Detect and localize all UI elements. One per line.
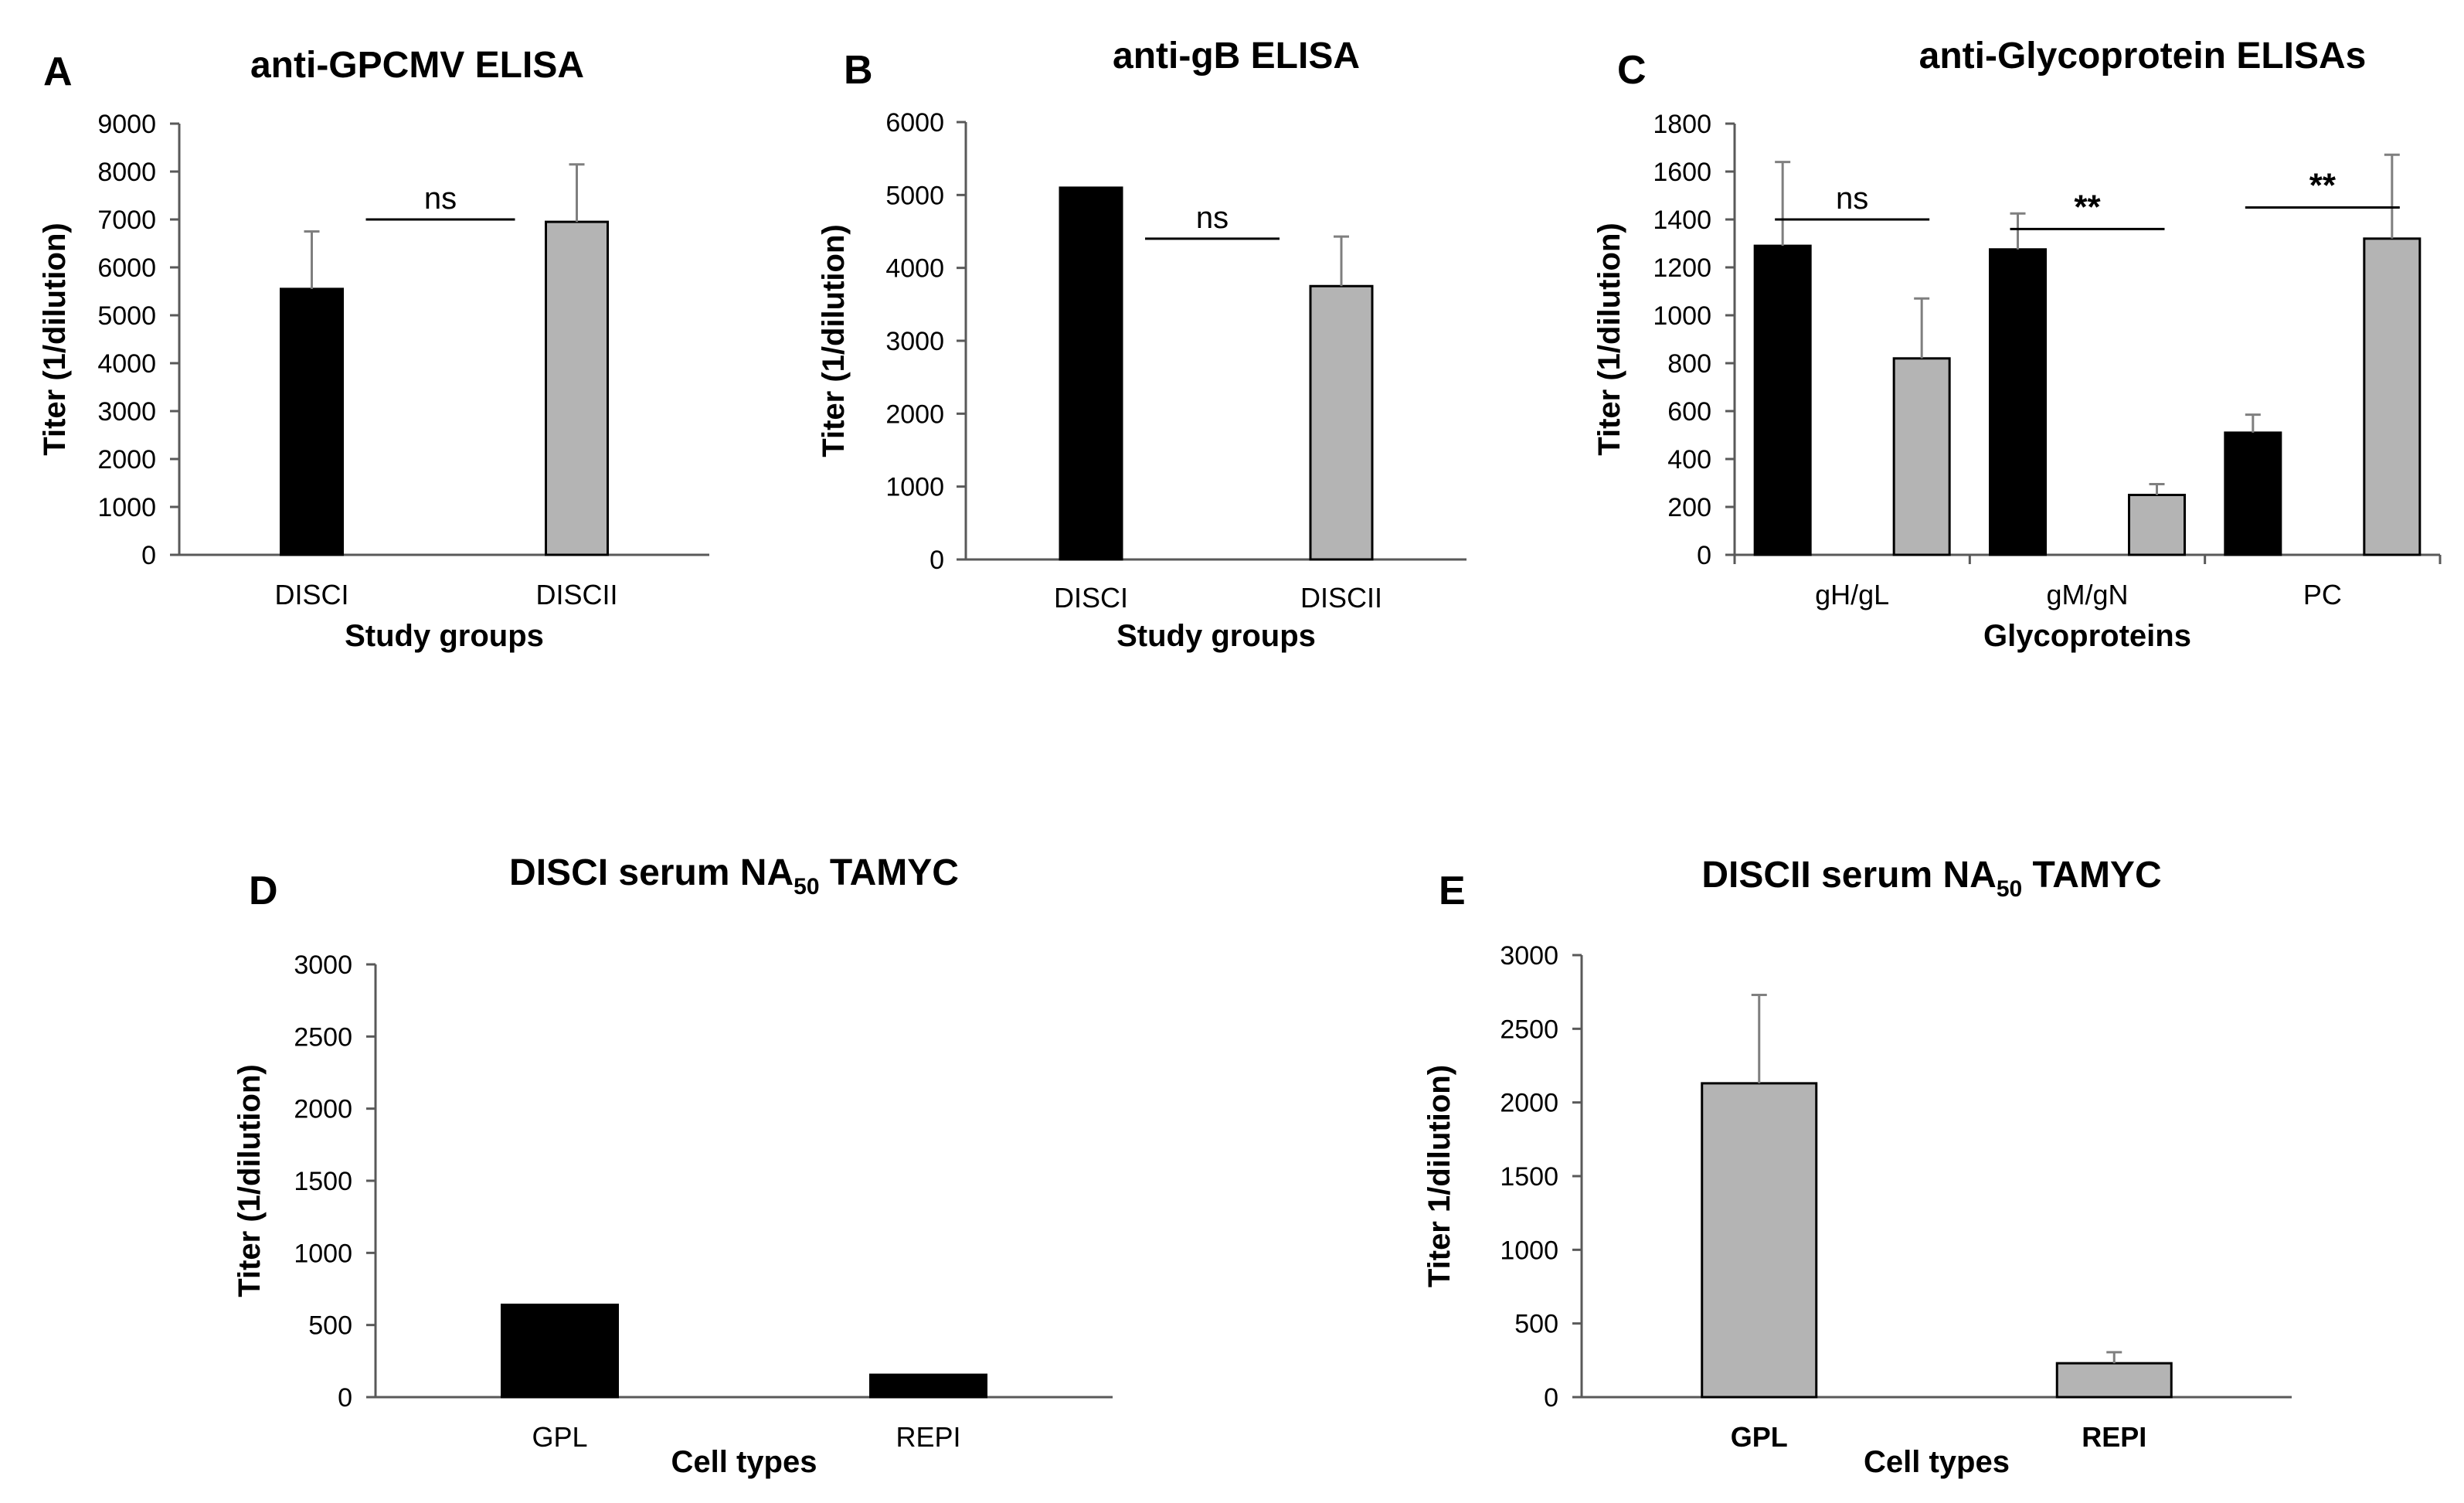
panel-c-category-label: PC [2303, 579, 2342, 610]
panel-e-letter: E [1439, 869, 1466, 913]
panel-c-bar-disci-2 [2224, 431, 2282, 556]
panel-d-category-label: REPI [896, 1421, 960, 1453]
panel-a-bar-0 [280, 287, 344, 556]
panel-b-bar-1 [1309, 284, 1374, 561]
panel-c-y-label: Titer (1/dilution) [1592, 223, 1626, 455]
panel-a-y-tick-label: 4000 [97, 349, 156, 379]
panel-b-letter: B [844, 48, 873, 93]
panel-d-y-tick-label: 1500 [294, 1167, 352, 1196]
panel-c-y-tick-label: 800 [1667, 349, 1711, 379]
panel-b-bar-0 [1059, 186, 1123, 561]
panel-b-category-label: DISCI [1054, 582, 1128, 614]
panel-c-y-tick-label: 1400 [1653, 206, 1711, 235]
panel-a-y-label: Titer (1/dilution) [38, 223, 72, 455]
panel-e-category-label: GPL [1731, 1421, 1788, 1453]
panel-c-y-tick-label: 1000 [1653, 301, 1711, 331]
panel-d: D DISCI serum NA50 TAMYC 0 500 1000 1500 2000 2… [233, 852, 1113, 1479]
panel-d-y-tick-label: 0 [338, 1383, 352, 1413]
panel-a-category-label: DISCI [274, 579, 348, 610]
panel-d-y-tick-label: 500 [308, 1311, 352, 1341]
panel-d-letter: D [249, 869, 278, 913]
panel-a-y-tick-label: 7000 [97, 206, 156, 235]
panel-e-y-tick-label: 1000 [1500, 1236, 1558, 1265]
panel-e-y-tick-label: 2000 [1500, 1089, 1558, 1118]
panel-b-y-tick-label: 2000 [885, 400, 944, 429]
panel-c-x-label: Glycoproteins [1983, 619, 2191, 653]
panel-c-category-label: gM/gN [2046, 579, 2128, 610]
panel-d-y-tick-label: 2500 [294, 1022, 352, 1052]
panel-c-significance-label-2: ** [2309, 167, 2337, 205]
panel-b-x-label: Study groups [1116, 619, 1316, 653]
panel-d-category-label: GPL [532, 1421, 587, 1453]
panel-e-y-tick-label: 0 [1544, 1383, 1558, 1413]
panel-e-y-tick-label: 3000 [1500, 941, 1558, 971]
panel-c-significance-label-0: ns [1836, 182, 1868, 216]
panel-c-bar-disci-1 [1989, 248, 2047, 556]
panel-a-y-tick-label: 2000 [97, 445, 156, 474]
panel-a-category-label: DISCII [535, 579, 617, 610]
panel-d-y-tick-label: 3000 [294, 950, 352, 980]
panel-e-y-tick-label: 1500 [1500, 1162, 1558, 1192]
panel-c-significance-label-1: ** [2074, 188, 2101, 226]
panel-b-y-tick-label: 6000 [885, 108, 944, 138]
panel-d-x-label: Cell types [671, 1445, 817, 1479]
panel-c-title: anti-Glycoprotein ELISAs [1919, 36, 2367, 77]
panel-d-y-label: Titer (1/dilution) [233, 1064, 267, 1297]
panel-e-bar-0 [1701, 1082, 1818, 1399]
panel-a-y-tick-label: 8000 [97, 158, 156, 187]
panel-a-letter: A [43, 49, 73, 94]
panel-c-bar-discii-0 [1892, 357, 1951, 556]
panel-d-bar-0 [501, 1304, 619, 1399]
panel-a-y-tick-label: 1000 [97, 493, 156, 522]
panel-e-title: DISCII serum NA50 TAMYC [1701, 855, 2161, 902]
panel-e-y-tick-label: 2500 [1500, 1015, 1558, 1044]
panel-b-y-tick-label: 3000 [885, 327, 944, 356]
panel-c-category-label: gH/gL [1815, 579, 1889, 610]
panel-c-bar-disci-0 [1753, 244, 1812, 556]
panel-c-letter: C [1617, 48, 1647, 93]
panel-a-significance-label-0: ns [424, 182, 457, 216]
panel-b-significance-label-0: ns [1196, 201, 1229, 235]
panel-d-title: DISCI serum NA50 TAMYC [509, 852, 959, 899]
panel-c-y-tick-label: 200 [1667, 493, 1711, 522]
panel-a-y-tick-label: 5000 [97, 301, 156, 331]
panel-b-category-label: DISCII [1300, 582, 1382, 614]
panel-c-y-tick-label: 400 [1667, 445, 1711, 474]
panel-e-category-label: REPI [2082, 1421, 2146, 1453]
panel-d-bar-1 [869, 1373, 987, 1399]
panel-a-bar-1 [545, 220, 609, 556]
panel-b-y-tick-label: 0 [930, 546, 944, 575]
panel-a-y-tick-label: 6000 [97, 253, 156, 283]
panel-b-y-tick-label: 4000 [885, 254, 944, 284]
panel-c-y-tick-label: 600 [1667, 397, 1711, 427]
panel-c-y-tick-label: 1200 [1653, 253, 1711, 283]
panel-c-y-tick-label: 1800 [1653, 110, 1711, 139]
panel-b-y-label: Titer (1/dilution) [817, 224, 851, 457]
panel-a-y-tick-label: 0 [141, 541, 156, 570]
panel-a-y-tick-label: 3000 [97, 397, 156, 427]
panel-c-y-tick-label: 0 [1697, 541, 1711, 570]
panel-b-title: anti-gB ELISA [1113, 36, 1360, 77]
panel-c-y-tick-label: 1600 [1653, 158, 1711, 187]
panel-c-bar-discii-2 [2363, 237, 2422, 556]
panel-a-title: anti-GPCMV ELISA [250, 45, 584, 86]
panel-e-x-label: Cell types [1864, 1445, 2010, 1479]
panel-e: E DISCII serum NA50 TAMYC 0 500 1000 1500 2000… [1422, 855, 2292, 1479]
panel-a-x-label: Study groups [345, 619, 544, 653]
panel-a-y-tick-label: 9000 [97, 110, 156, 139]
panel-b-y-tick-label: 1000 [885, 473, 944, 502]
panel-e-y-label: Titer 1/dilution) [1422, 1065, 1456, 1287]
panel-e-y-tick-label: 500 [1514, 1310, 1558, 1339]
panel-b-y-tick-label: 5000 [885, 181, 944, 210]
panel-e-bar-1 [2055, 1362, 2173, 1399]
panel-d-y-tick-label: 2000 [294, 1095, 352, 1124]
panel-c-bar-discii-1 [2128, 494, 2186, 556]
panel-d-y-tick-label: 1000 [294, 1239, 352, 1268]
